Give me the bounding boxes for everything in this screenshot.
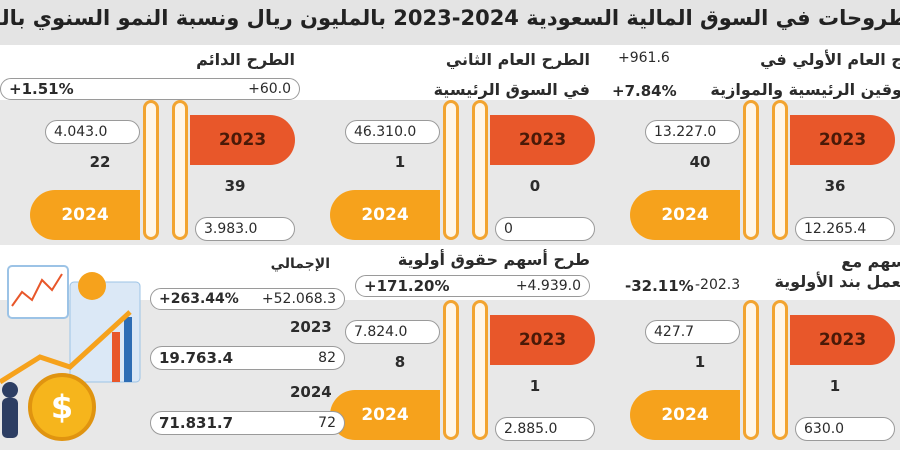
svg-text:$: $: [51, 388, 73, 426]
count: 1: [694, 353, 706, 371]
panel-title: أسهم مع: [841, 252, 900, 271]
value-box: 71.831.7 72: [150, 411, 345, 435]
gauge: [472, 100, 488, 240]
count: 72: [318, 415, 336, 431]
change-box: +1.51% +60.0: [0, 78, 300, 100]
count: 39: [224, 177, 246, 195]
count: 36: [824, 177, 846, 195]
count: 1: [529, 377, 541, 395]
panel-title: الطرح العام الثاني: [445, 50, 590, 69]
gauge: [743, 300, 759, 440]
count: 1: [829, 377, 841, 395]
gauge: [472, 300, 488, 440]
growth: +1.51%: [9, 80, 74, 98]
value-box: 7.824.0: [345, 320, 440, 344]
value: 19.763.4: [159, 349, 234, 367]
year-pill: 2024: [330, 190, 440, 240]
year-pill: 2024: [30, 190, 140, 240]
year: 2023: [290, 318, 332, 336]
growth: -32.11%: [625, 277, 694, 295]
year-pill: 2023: [790, 315, 895, 365]
panel-title: موقين الرئيسية والموازية: [710, 80, 900, 99]
year-pill: 2024: [630, 390, 740, 440]
panel-title: العمل بند الأولوية: [774, 272, 900, 291]
gauge: [172, 100, 188, 240]
year-pill: 2024: [330, 390, 440, 440]
count: 8: [394, 353, 406, 371]
value-box: 0: [495, 217, 595, 241]
gauge: [772, 300, 788, 440]
change: +52.068.3: [261, 291, 336, 307]
page-title: طروحات في السوق المالية السعودية 2024-20…: [0, 6, 900, 30]
growth: +263.44%: [159, 291, 239, 307]
change-box: +263.44% +52.068.3: [150, 288, 345, 310]
value-box: 12.265.4: [795, 217, 895, 241]
year-pill: 2023: [190, 115, 295, 165]
change: +60.0: [248, 81, 291, 97]
value: 71.831.7: [159, 414, 234, 432]
title-bar: [0, 0, 900, 45]
gauge: [143, 100, 159, 240]
panel-title: في السوق الرئيسية: [433, 80, 590, 99]
value-box: 13.227.0: [645, 120, 740, 144]
growth: +7.84%: [612, 82, 677, 100]
value-box: 2.885.0: [495, 417, 595, 441]
value-box: 46.310.0: [345, 120, 440, 144]
year-pill: 2023: [490, 315, 595, 365]
panel-title: طرح أسهم حقوق أولوية: [397, 250, 590, 269]
count: 40: [689, 153, 711, 171]
value-box: 3.983.0: [195, 217, 295, 241]
value-box: 427.7: [645, 320, 740, 344]
gauge: [743, 100, 759, 240]
year-pill: 2023: [490, 115, 595, 165]
change: +4.939.0: [515, 278, 581, 294]
panel-title: رج العام الأولي في: [760, 50, 900, 69]
value-box: 4.043.0: [45, 120, 140, 144]
gauge: [443, 300, 459, 440]
value-box: 19.763.4 82: [150, 346, 345, 370]
change-box: +171.20% +4.939.0: [355, 275, 590, 297]
panel-title: الطرح الدائم: [196, 50, 295, 69]
change: +961.6: [618, 50, 670, 66]
year: 2024: [290, 383, 332, 401]
gauge: [772, 100, 788, 240]
gauge: [443, 100, 459, 240]
year-pill: 2023: [790, 115, 895, 165]
growth: +171.20%: [364, 277, 450, 295]
count: 1: [394, 153, 406, 171]
illustration: $: [0, 265, 141, 441]
count: 0: [529, 177, 541, 195]
year-pill: 2024: [630, 190, 740, 240]
count: 82: [318, 350, 336, 366]
total-title: الإجمالي: [270, 256, 330, 272]
change: -202.3: [695, 277, 741, 293]
value-box: 630.0: [795, 417, 895, 441]
count: 22: [89, 153, 111, 171]
